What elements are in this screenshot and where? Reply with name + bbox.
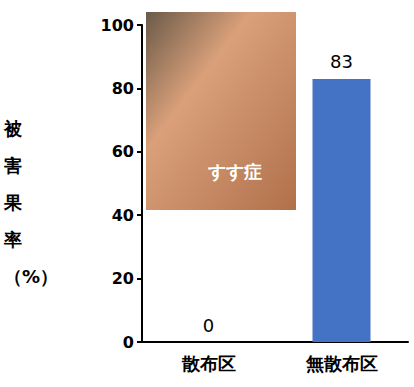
svg-text:無散布区: 無散布区 <box>305 353 378 374</box>
svg-text:60: 60 <box>112 142 134 161</box>
svg-text:20: 20 <box>112 269 134 288</box>
svg-text:40: 40 <box>112 206 134 225</box>
svg-text:散布区: 散布区 <box>181 353 236 374</box>
svg-text:100: 100 <box>101 16 134 35</box>
svg-text:率: 率 <box>3 229 22 250</box>
svg-text:被: 被 <box>3 118 23 139</box>
svg-text:80: 80 <box>112 79 134 98</box>
svg-text:0: 0 <box>123 333 134 352</box>
svg-text:83: 83 <box>330 51 353 72</box>
svg-text:すす症: すす症 <box>207 161 262 182</box>
svg-text:害: 害 <box>4 155 22 176</box>
svg-text:0: 0 <box>203 315 214 336</box>
svg-text:果: 果 <box>3 192 23 213</box>
svg-text:（%）: （%） <box>4 266 58 287</box>
